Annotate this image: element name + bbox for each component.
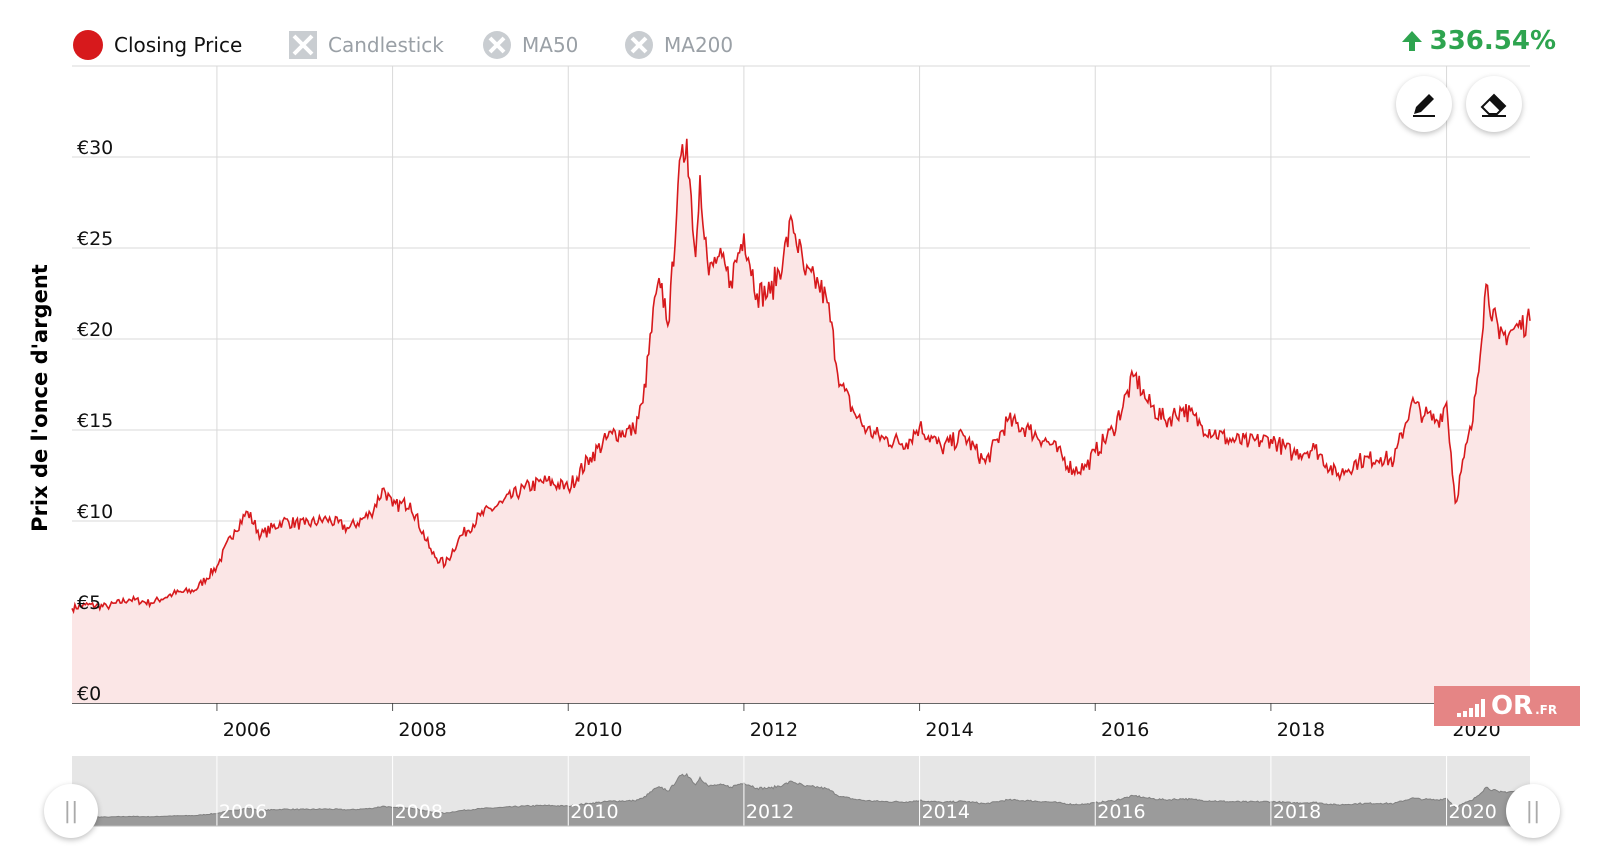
x-tick-label: 2010	[574, 719, 622, 741]
price-area-fill	[72, 138, 1530, 704]
navigator-tick-label: 2014	[922, 801, 970, 823]
price-area-layer	[71, 138, 1531, 704]
y-tick-label: €30	[77, 137, 113, 159]
pencil-icon	[1413, 94, 1435, 117]
bars-logo-icon	[1456, 699, 1485, 717]
legend-ma50[interactable]: MA50	[482, 28, 578, 62]
legend-candlestick[interactable]: Candlestick	[288, 28, 444, 62]
legend-label-closing-price: Closing Price	[114, 33, 243, 57]
toggle-off-icon	[483, 31, 511, 59]
y-tick-label: €0	[77, 683, 101, 705]
navigator-tick-label: 2006	[219, 801, 267, 823]
price-line	[71, 138, 1531, 615]
y-axis-label: Prix de l'once d'argent	[28, 264, 52, 532]
toggle-off-icon	[625, 31, 653, 59]
legend-label-ma50: MA50	[522, 33, 579, 57]
eraser-icon	[1480, 93, 1507, 117]
x-tick-label: 2018	[1277, 719, 1325, 741]
navigator-tick-label: 2012	[746, 801, 794, 823]
checkbox-off-icon	[289, 31, 317, 59]
legend-label-ma200: MA200	[664, 33, 734, 57]
navigator-right-handle[interactable]: ||	[1506, 784, 1560, 838]
navigator-tick-label: 2008	[395, 801, 443, 823]
legend-ma200[interactable]: MA200	[624, 28, 733, 62]
logo-suffix: .FR	[1535, 703, 1558, 717]
y-tick-label: €25	[77, 228, 113, 250]
eraser-button[interactable]	[1466, 76, 1522, 132]
x-tick-label: 2008	[398, 719, 446, 741]
x-tick-label: 2016	[1101, 719, 1149, 741]
navigator-tick-label: 2018	[1273, 801, 1321, 823]
navigator-tick-label: 2020	[1449, 801, 1497, 823]
x-tick-label: 2014	[925, 719, 973, 741]
navigator[interactable]: 2006 2008 2010 2012 2014 2016 2018 2020	[71, 756, 1531, 827]
logo-text: OR	[1490, 691, 1534, 721]
navigator-tick-label: 2010	[570, 801, 618, 823]
legend-dot-icon	[73, 30, 103, 60]
or-fr-logo: OR .FR	[1434, 686, 1580, 726]
y-tick-label: €5	[77, 592, 101, 614]
x-tick-label: 2006	[223, 719, 271, 741]
legend-closing-price[interactable]: Closing Price	[72, 28, 242, 62]
x-tick-label: 2012	[750, 719, 798, 741]
arrow-up-icon	[1401, 31, 1422, 51]
change-badge: 336.54%	[1400, 26, 1556, 56]
y-tick-label: €15	[77, 410, 113, 432]
navigator-left-handle[interactable]: ||	[44, 784, 98, 838]
navigator-tick-label: 2016	[1097, 801, 1145, 823]
y-tick-label: €10	[77, 501, 113, 523]
pencil-button[interactable]	[1396, 76, 1452, 132]
navigator-series	[71, 772, 1531, 827]
y-tick-label: €20	[77, 319, 113, 341]
legend-label-candlestick: Candlestick	[328, 33, 444, 57]
change-value: 336.54%	[1429, 26, 1556, 56]
